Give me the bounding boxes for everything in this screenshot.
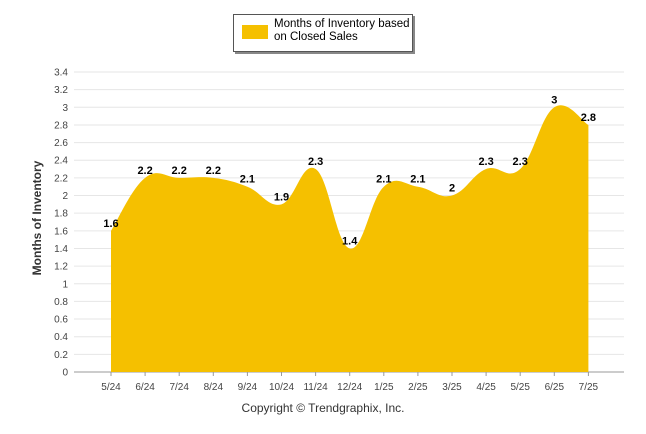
x-tick-label: 9/24	[238, 382, 258, 393]
x-tick-label: 3/25	[442, 382, 462, 393]
data-label: 2.2	[172, 165, 187, 177]
x-tick-label: 2/25	[408, 382, 428, 393]
x-tick-label: 5/24	[101, 382, 121, 393]
y-tick-label: 2	[62, 191, 68, 202]
data-label: 2.3	[478, 156, 493, 168]
y-tick-label: 1.2	[54, 262, 68, 273]
y-tick-label: 3	[62, 103, 68, 114]
x-tick-label: 1/25	[374, 382, 394, 393]
x-tick-label: 8/24	[204, 382, 224, 393]
x-tick-label: 7/24	[169, 382, 189, 393]
data-label: 2.2	[206, 165, 221, 177]
x-tick-label: 6/24	[135, 382, 155, 393]
x-tick-label: 4/25	[476, 382, 496, 393]
y-axis-ticks: 0 0.2 0.4 0.6 0.8 1 1.2 1.4 1.6 1.8 2 2.2 2.4 2.6 2.8 3…	[54, 68, 68, 379]
data-label: 2.2	[137, 165, 152, 177]
y-tick-label: 2.4	[54, 156, 68, 167]
x-tick-label: 5/25	[510, 382, 530, 393]
copyright-footer: Copyright © Trendgraphix, Inc.	[241, 401, 405, 415]
legend-label: Months of Inventory based on Closed Sale…	[274, 18, 410, 43]
data-label: 1.6	[103, 218, 118, 230]
y-tick-label: 1.8	[54, 209, 68, 220]
y-tick-label: 0.2	[54, 350, 68, 361]
x-tick-label: 6/25	[545, 382, 565, 393]
x-tick-label: 11/24	[303, 382, 328, 393]
y-axis-label: Months of Inventory	[30, 160, 44, 275]
x-tick-label: 10/24	[269, 382, 294, 393]
series-area	[111, 105, 589, 373]
y-tick-label: 0.6	[54, 315, 68, 326]
data-labels: 1.6 2.2 2.2 2.2 2.1 1.9 2.3 1.4 2.1 2.1 2 2.3 2.3 3 2.…	[103, 94, 596, 247]
y-tick-label: 0.4	[54, 332, 68, 343]
y-tick-label: 1.4	[54, 244, 68, 255]
y-tick-label: 0.8	[54, 297, 68, 308]
y-tick-label: 2.2	[54, 173, 68, 184]
y-tick-label: 0	[62, 368, 68, 379]
data-label: 2	[449, 183, 455, 195]
data-label: 2.8	[581, 112, 596, 124]
data-label: 2.3	[513, 156, 528, 168]
data-label: 2.1	[376, 174, 391, 186]
data-label: 1.4	[342, 235, 358, 247]
y-tick-label: 3.2	[54, 85, 68, 96]
data-label: 3	[551, 94, 557, 106]
y-tick-label: 1	[62, 279, 68, 290]
data-label: 2.3	[308, 156, 323, 168]
x-axis-ticks: 5/24 6/24 7/24 8/24 9/24 10/24 11/24 12/24 1/25 2…	[101, 372, 599, 393]
y-tick-label: 3.4	[54, 68, 68, 79]
y-tick-label: 1.6	[54, 226, 68, 237]
x-tick-label: 12/24	[337, 382, 362, 393]
legend: Months of Inventory based on Closed Sale…	[233, 14, 413, 52]
data-label: 2.1	[240, 174, 255, 186]
x-tick-label: 7/25	[579, 382, 599, 393]
data-label: 1.9	[274, 191, 289, 203]
y-tick-label: 2.6	[54, 138, 68, 149]
legend-swatch	[242, 25, 268, 39]
y-tick-label: 2.8	[54, 120, 68, 131]
data-label: 2.1	[410, 174, 425, 186]
